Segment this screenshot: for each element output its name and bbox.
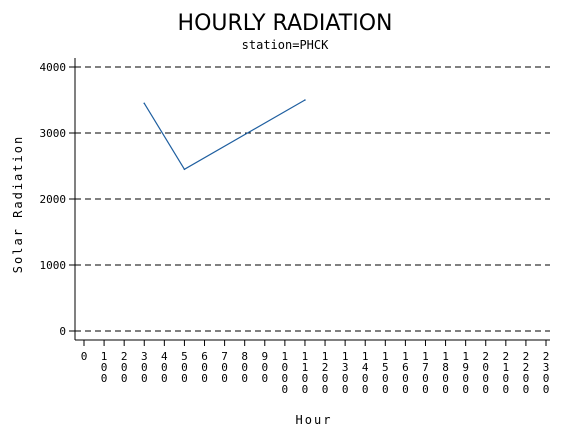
data-point [304,99,306,101]
data-point [143,102,146,105]
y-tick-label: 2000 [40,193,67,206]
y-tick-label: 4000 [40,61,67,74]
chart-title: HOURLY RADIATION [178,11,393,36]
series-line [143,99,306,171]
x-axis-label: Hour [296,413,333,427]
x-tick-label: 0 [81,350,88,363]
y-tick-label: 3000 [40,127,67,140]
chart-subtitle: station=PHCK [242,38,329,52]
y-axis-ticks: 0 1000 2000 3000 4000 [40,61,75,338]
x-axis-ticks: 0 1 0 0 2 0 0 3 0 0 4 0 0 5 0 0 6 0 0 7 0 0 8 0 0 9 0 0 1 0 0 0 1 1 0 0 1 2 0 0… [81,340,550,396]
grid [75,66,550,332]
series-group [143,99,306,171]
y-tick-label: 0 [59,325,66,338]
y-tick-label: 1000 [40,259,67,272]
y-axis-label: Solar Radiation [11,135,25,273]
data-point [183,168,186,171]
